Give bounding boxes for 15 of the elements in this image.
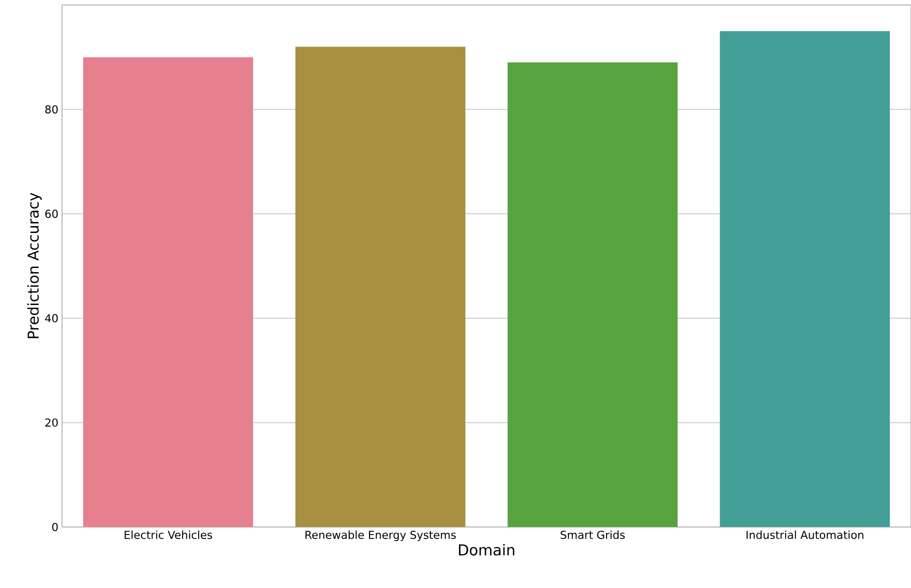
x-tick-label: Electric Vehicles xyxy=(124,530,212,539)
x-tick-label: Smart Grids xyxy=(560,530,625,539)
y-tick-label: 40 xyxy=(45,314,58,322)
y-tick-label: 80 xyxy=(45,105,58,114)
bar xyxy=(508,62,678,527)
bar xyxy=(720,31,890,527)
x-tick-label: Renewable Energy Systems xyxy=(306,530,456,542)
y-tick-label: 0 xyxy=(52,522,58,532)
y-tick-label: 20 xyxy=(45,418,58,427)
x-tick-label: Industrial Automation xyxy=(746,530,864,539)
x-axis-title: Domain xyxy=(458,544,514,556)
y-axis-title: Prediction Accuracy xyxy=(27,192,42,338)
y-tick-label: 60 xyxy=(45,210,58,218)
bar xyxy=(295,46,466,527)
bar xyxy=(83,57,254,527)
